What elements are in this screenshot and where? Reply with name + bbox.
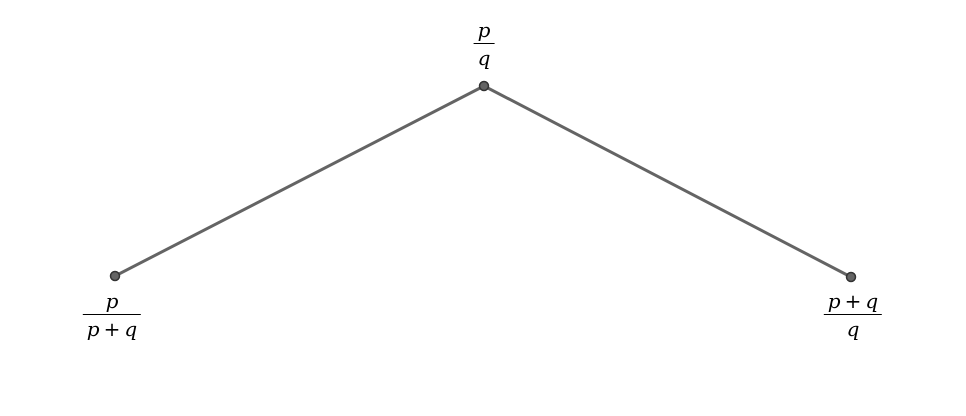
label-right-node: p + q q — [823, 289, 883, 342]
fraction-bar — [82, 314, 142, 316]
label-right-denominator: q — [846, 317, 860, 342]
fraction-bar — [823, 314, 883, 316]
label-left-numerator: p — [105, 289, 119, 313]
edge-top-right — [482, 84, 853, 279]
node-left — [109, 270, 121, 282]
label-top-numerator: p — [477, 18, 491, 42]
edge-top-left — [113, 84, 486, 278]
label-right-numerator: p + q — [824, 289, 882, 313]
term-q: q — [865, 289, 879, 313]
plus-sign: + — [844, 289, 862, 313]
label-left-denominator: p + q — [83, 317, 141, 341]
node-right — [845, 271, 857, 283]
label-top-denominator: q — [477, 46, 491, 71]
fraction-bar — [473, 43, 495, 45]
term-q: q — [124, 317, 138, 342]
term-p: p — [827, 289, 841, 313]
term-p: p — [86, 317, 100, 342]
node-top — [478, 80, 490, 92]
label-top-node: p q — [473, 18, 495, 71]
plus-sign: + — [103, 317, 121, 342]
label-left-node: p p + q — [82, 289, 142, 341]
